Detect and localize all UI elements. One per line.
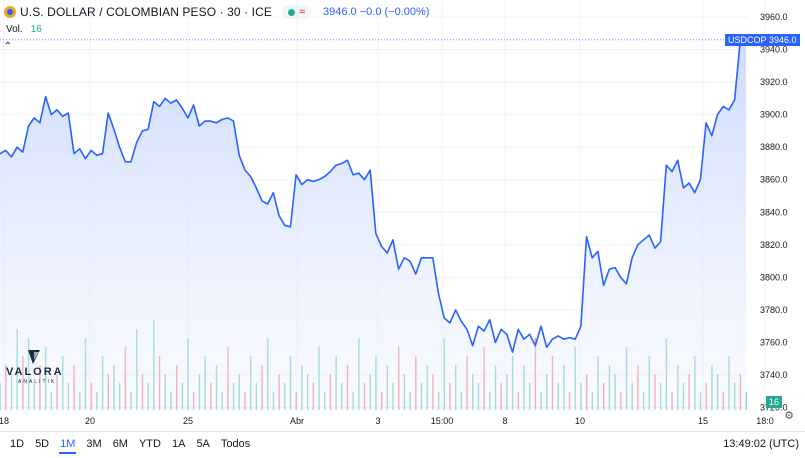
price-tag-value: 3946.0 (766, 33, 800, 46)
y-tick-label: 3920.0 (760, 77, 788, 87)
range-button-1a[interactable]: 1A (171, 438, 186, 450)
x-tick-label: 18:0 (756, 416, 774, 426)
price-line (0, 39, 746, 353)
x-tick-label: 10 (575, 416, 585, 426)
usd-cop-symbol-icon (4, 6, 16, 18)
y-tick-label: 3780.0 (760, 305, 788, 315)
x-tick-label: 18 (0, 416, 9, 426)
price-tag-symbol: USDCOP (725, 33, 770, 46)
x-tick-label: 15 (698, 416, 708, 426)
volume-bar (745, 392, 747, 410)
market-status-badge[interactable]: ≈ (281, 5, 312, 19)
watermark-text: VALORA (6, 366, 64, 378)
range-button-todos[interactable]: Todos (220, 438, 251, 450)
y-tick-label: 3860.0 (760, 175, 788, 185)
range-button-1d[interactable]: 1D (10, 438, 25, 450)
volume-label: Vol. (6, 24, 23, 35)
volume-value: 16 (30, 24, 42, 35)
wave-icon: ≈ (298, 6, 306, 18)
y-tick-label: 3960.0 (760, 12, 788, 22)
y-tick-label: 3840.0 (760, 207, 788, 217)
chart-area[interactable]: 3960.0 3940.0 3920.0 3900.0 3880.0 3860.0 3840… (0, 0, 805, 430)
y-tick-label: 3760.0 (760, 337, 788, 347)
y-tick-label: 3880.0 (760, 142, 788, 152)
watermark-subtext: ANALITIK (18, 379, 57, 385)
range-button-5d[interactable]: 5D (35, 438, 50, 450)
range-button-ytd[interactable]: YTD (138, 438, 161, 450)
x-tick-label: 8 (502, 416, 507, 426)
time-range-bar: 1D 5D 1M 3M 6M YTD 1A 5A Todos 13:49:02 (UTC) (0, 431, 805, 458)
x-tick-label: 20 (85, 416, 95, 426)
market-open-icon (287, 8, 295, 16)
price-area-fill (0, 39, 746, 411)
chart-header: U.S. DOLLAR / COLOMBIAN PESO · 30 · ICE … (0, 0, 429, 24)
range-button-3m[interactable]: 3M (86, 438, 102, 450)
range-button-5a[interactable]: 5A (196, 438, 210, 450)
x-tick-label: 3 (375, 416, 380, 426)
collapse-legend-icon[interactable]: ⌃ (3, 41, 13, 52)
utc-clock[interactable]: 13:49:02 (UTC) (723, 438, 799, 450)
y-tick-label: 3820.0 (760, 240, 788, 250)
range-button-6m[interactable]: 6M (112, 438, 128, 450)
settings-gear-icon[interactable]: ⚙ (784, 410, 794, 422)
valora-analitik-logo: VALORA ANALITIK (6, 348, 62, 388)
x-tick-label: 25 (183, 416, 193, 426)
price-chart[interactable]: 3960.0 3940.0 3920.0 3900.0 3880.0 3860.0 3840… (0, 0, 805, 430)
y-tick-label: 3900.0 (760, 110, 788, 120)
last-quote: 3946.0 −0.0 (−0.00%) (323, 6, 430, 18)
range-button-1m[interactable]: 1M (59, 436, 77, 454)
x-tick-label: 15:00 (431, 416, 454, 426)
y-tick-label: 3940.0 (760, 45, 788, 55)
volume-tag: 16 (766, 396, 783, 408)
symbol-title: U.S. DOLLAR / COLOMBIAN PESO · 30 · ICE (20, 5, 272, 19)
x-tick-label: Abr (290, 416, 304, 426)
y-tick-label: 3740.0 (760, 370, 788, 380)
volume-legend: Vol. 16 (6, 24, 42, 35)
y-tick-label: 3800.0 (760, 272, 788, 282)
